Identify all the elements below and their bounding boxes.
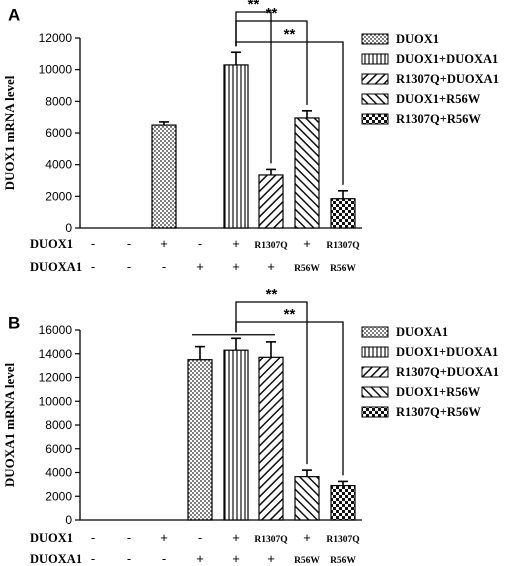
row-symbol: - — [162, 259, 166, 274]
row-symbol: - — [198, 236, 202, 251]
row-symbol: + — [232, 530, 240, 545]
y-tick-label: 12000 — [39, 371, 73, 385]
row-label: DUOXA1 — [30, 260, 82, 274]
y-tick-label: 12000 — [39, 31, 73, 45]
y-tick-label: 10000 — [39, 394, 73, 408]
legend-label: DUOX1 — [396, 32, 439, 46]
significance-label: ** — [248, 0, 260, 13]
y-tick-label: 0 — [65, 221, 72, 235]
significance-label: ** — [284, 306, 296, 323]
y-axis-title: DUOX1 mRNA level — [2, 75, 17, 190]
row-label: DUOX1 — [30, 531, 73, 545]
bar — [258, 356, 284, 521]
legend-label: R1307Q+DUOXA1 — [396, 72, 499, 86]
row-symbol: - — [127, 259, 131, 274]
legend-label: R1307Q+R56W — [396, 405, 481, 419]
legend-swatch — [361, 366, 389, 378]
legend-swatch — [361, 53, 389, 65]
y-tick-label: 14000 — [39, 347, 73, 361]
row-symbol: + — [303, 236, 311, 251]
y-axis-title: DUOXA1 mRNA level — [2, 363, 17, 488]
legend-swatch — [361, 386, 389, 398]
significance-bracket — [235, 301, 308, 465]
row-symbol: - — [162, 551, 166, 566]
legend-label: R1307Q+R56W — [396, 112, 481, 126]
y-tick-label: 10000 — [39, 63, 73, 77]
legend-label: DUOXA1 — [396, 325, 448, 339]
legend-swatch — [361, 346, 389, 358]
row-symbol: + — [232, 236, 240, 251]
y-tick-label: 6000 — [45, 442, 72, 456]
row-symbol: + — [160, 236, 168, 251]
panel-b: B 0 2000 4000 6000 8000 10000 12000 14000 16000 DU… — [2, 286, 499, 566]
panel-letter: B — [8, 313, 20, 332]
legend-label: R1307Q+DUOXA1 — [396, 365, 499, 379]
row-symbol: R56W — [330, 264, 356, 274]
bar — [294, 476, 320, 521]
bar — [223, 349, 249, 521]
row-symbol: - — [127, 236, 131, 251]
row-symbol: R56W — [330, 556, 356, 566]
legend-swatch — [361, 73, 389, 85]
significance-bracket — [235, 41, 344, 185]
y-tick-label: 2000 — [45, 189, 72, 203]
panel-a: A 0 2000 4000 6000 8000 10000 12000 DUOX1 mRNA l… — [2, 0, 499, 274]
row-symbol: R1307Q — [254, 535, 287, 545]
legend-swatch — [361, 93, 389, 105]
y-tick-label: 0 — [65, 513, 72, 527]
row-symbol: - — [91, 236, 95, 251]
bar — [330, 484, 356, 521]
bar — [151, 124, 177, 229]
row-symbol: + — [196, 259, 204, 274]
row-symbol: R1307Q — [326, 535, 359, 545]
row-label: DUOX1 — [30, 237, 73, 251]
y-tick-label: 4000 — [45, 466, 72, 480]
row-symbol: + — [267, 551, 275, 566]
y-tick-label: 8000 — [45, 94, 72, 108]
row-symbol: + — [160, 530, 168, 545]
legend-label: DUOX1+DUOXA1 — [396, 52, 498, 66]
y-tick-label: 6000 — [45, 126, 72, 140]
legend-swatch — [361, 326, 389, 338]
row-symbol: - — [198, 530, 202, 545]
legend-label: DUOX1+DUOXA1 — [396, 345, 498, 359]
y-tick-label: 2000 — [45, 489, 72, 503]
bar — [187, 359, 213, 521]
legend-label: DUOX1+R56W — [396, 92, 481, 106]
row-symbol: - — [127, 551, 131, 566]
bar — [258, 174, 284, 229]
y-tick-label: 4000 — [45, 158, 72, 172]
row-symbol: + — [232, 551, 240, 566]
legend-swatch — [361, 113, 389, 125]
row-label: DUOXA1 — [30, 552, 82, 566]
row-symbol: - — [91, 259, 95, 274]
row-symbol: + — [232, 259, 240, 274]
row-symbol: + — [267, 259, 275, 274]
row-symbol: - — [91, 530, 95, 545]
row-symbol: + — [303, 530, 311, 545]
row-symbol: - — [127, 530, 131, 545]
row-symbol: - — [91, 551, 95, 566]
bar — [294, 117, 320, 229]
significance-label: ** — [266, 286, 278, 303]
significance-bracket — [235, 20, 308, 105]
y-tick-label: 16000 — [39, 323, 73, 337]
y-tick-label: 8000 — [45, 418, 72, 432]
row-symbol: + — [196, 551, 204, 566]
significance-bracket — [235, 321, 344, 476]
bar — [330, 198, 356, 229]
row-symbol: R56W — [294, 556, 320, 566]
legend-swatch — [361, 33, 389, 45]
significance-label: ** — [266, 5, 278, 22]
row-symbol: R56W — [294, 264, 320, 274]
legend-label: DUOX1+R56W — [396, 385, 481, 399]
row-symbol: R1307Q — [254, 241, 287, 251]
row-symbol: R1307Q — [326, 241, 359, 251]
bar — [223, 64, 249, 229]
significance-label: ** — [284, 26, 296, 43]
panel-letter: A — [8, 5, 20, 24]
legend-swatch — [361, 406, 389, 418]
